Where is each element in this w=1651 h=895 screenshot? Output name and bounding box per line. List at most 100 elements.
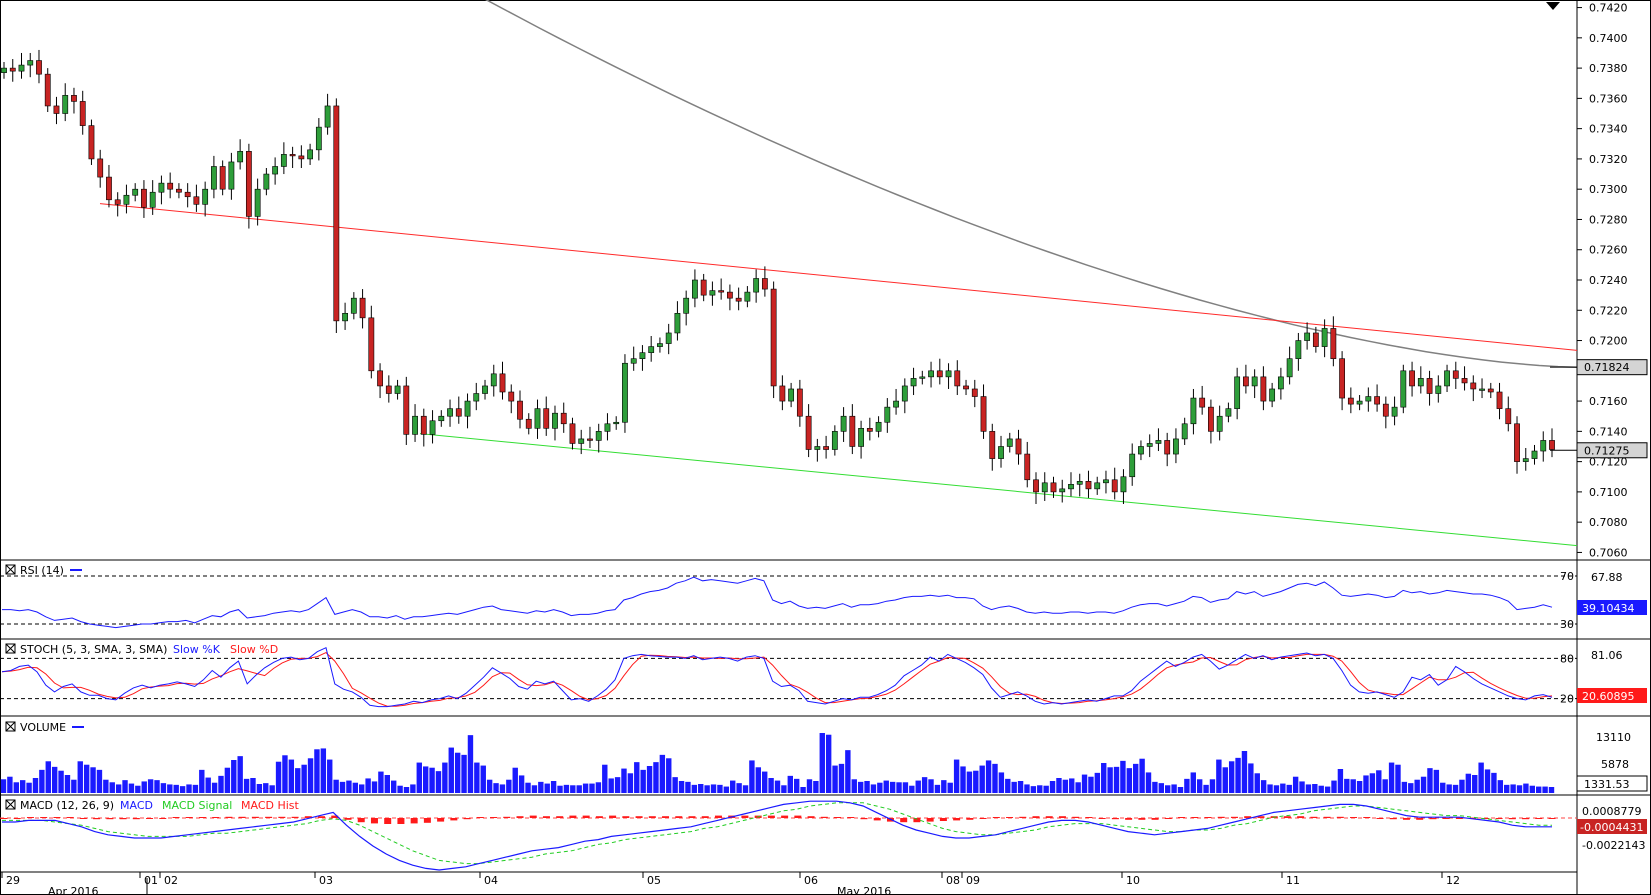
scroll-end-icon[interactable] (1546, 2, 1560, 10)
candle (464, 393, 471, 429)
volume-bar (211, 782, 218, 793)
volume-bar (806, 779, 813, 793)
macd-hist-bar (503, 816, 511, 818)
volume-bar (717, 784, 723, 793)
candle (27, 52, 34, 78)
volume-bar (921, 777, 928, 793)
macd-hist-bar (410, 818, 418, 824)
volume-bar (1452, 784, 1459, 793)
candle (893, 388, 899, 415)
stoch-legend-k: Slow %K (173, 643, 221, 656)
volume-bar (1235, 757, 1241, 793)
candle (1347, 387, 1354, 414)
candle (438, 410, 445, 427)
volume-bar (1356, 781, 1363, 793)
rsi-levels: 70 30 (0, 570, 1577, 631)
candle (569, 417, 576, 450)
volume-bar (1260, 780, 1267, 793)
volume-bar (653, 762, 659, 793)
volume-bar (288, 759, 295, 793)
volume-bar (640, 769, 646, 793)
volume-bar (621, 768, 627, 793)
volume-bar (1548, 787, 1555, 793)
macd-hist-bar (198, 817, 206, 818)
candle (604, 413, 611, 441)
volume-bar (122, 780, 128, 793)
candle (289, 146, 296, 168)
macd-hist-bar (794, 815, 802, 818)
volume-bar (915, 780, 921, 793)
candle (298, 145, 305, 168)
volume-bar (307, 758, 314, 793)
candle (403, 376, 410, 445)
volume-bar (359, 784, 365, 793)
candle (1356, 395, 1363, 411)
volume-bar (115, 784, 122, 793)
volume-bar (550, 781, 557, 793)
macd-hist-bar (40, 817, 48, 818)
volume-bar (1037, 785, 1043, 793)
macd-hist-bar (66, 817, 74, 818)
price-tick-label: 0.7120 (1589, 456, 1628, 469)
volume-bar (787, 775, 793, 793)
volume-side-label: 13110 (1596, 731, 1631, 744)
volume-bar (58, 770, 64, 793)
volume-bar (339, 781, 346, 793)
volume-bar (512, 767, 518, 793)
ref-price-tag: 0.71824 (1550, 359, 1648, 376)
volume-bar (902, 782, 909, 793)
volume-bar (998, 772, 1005, 793)
volume-bar (704, 785, 710, 793)
macd-hist-bar (397, 818, 405, 824)
macd-hist-bar (1072, 816, 1080, 818)
price-tick-label: 0.7340 (1589, 123, 1628, 136)
macd-hist-bar (516, 816, 524, 818)
volume-bar (1408, 783, 1414, 793)
volume-bar (365, 778, 371, 793)
volume-bar (595, 782, 602, 793)
volume-bar (390, 780, 397, 793)
volume-bar (614, 777, 621, 793)
volume-bar (1088, 776, 1094, 793)
price-tick-label: 0.7240 (1589, 274, 1628, 287)
candle (9, 59, 16, 82)
candle (1514, 416, 1520, 474)
volume-bar (1164, 785, 1171, 793)
macd-hist-bar (635, 816, 643, 818)
rsi-level-label: 30 (1560, 618, 1574, 631)
candle (1146, 434, 1153, 458)
volume-bar (1216, 759, 1222, 793)
volume-bar (800, 787, 806, 793)
volume-bar (371, 781, 378, 793)
macd-hist-bar (1323, 816, 1331, 818)
macd-hist-bar (1416, 818, 1424, 820)
candle (1365, 387, 1372, 412)
volume-current-value: 1331.53 (1584, 778, 1630, 791)
candle (490, 364, 497, 397)
candle (429, 410, 436, 444)
volume-bar (1049, 781, 1056, 793)
macd-hist-bar (159, 818, 167, 819)
volume-bar (1286, 784, 1292, 793)
stoch-legend-d: Slow %D (230, 643, 278, 656)
candle (254, 178, 261, 226)
macd-hist-bar (0, 818, 8, 819)
candle (202, 181, 209, 217)
candle (552, 405, 558, 441)
candle (1120, 469, 1127, 504)
candle (1155, 428, 1162, 452)
macd-hist-bar (53, 817, 61, 818)
candle (106, 164, 112, 208)
volume-bar (1427, 768, 1433, 793)
volume-bar (1504, 784, 1510, 793)
candle (805, 404, 812, 458)
candle (1076, 473, 1083, 497)
volume-bar (736, 783, 742, 793)
volume-bar (1369, 773, 1376, 793)
candle (123, 184, 130, 214)
candle (1312, 326, 1319, 353)
candle (176, 183, 182, 199)
volume-bar (352, 782, 359, 793)
volume-bar (1184, 778, 1190, 793)
candle (141, 180, 147, 218)
